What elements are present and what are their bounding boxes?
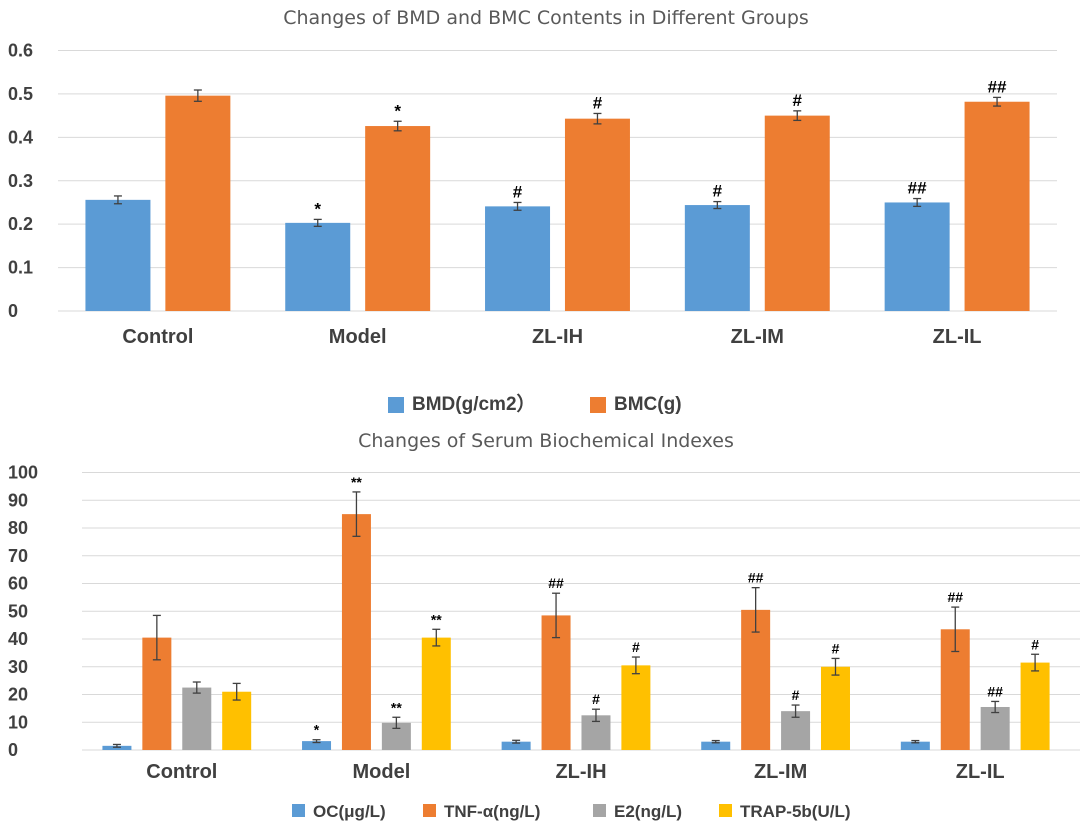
y-tick-label: 60	[8, 574, 28, 594]
x-tick-label: Model	[353, 761, 411, 783]
y-tick-label: 50	[8, 601, 28, 621]
chart-title: Changes of Serum Biochemical Indexes	[358, 430, 734, 452]
significance-label: **	[391, 699, 402, 715]
bar-bmc-g-zl-im	[764, 115, 830, 311]
bar-trap-5b-u-l-zl-il	[1020, 662, 1050, 750]
bar-bmc-g-model	[365, 126, 431, 311]
significance-label: #	[713, 182, 723, 201]
significance-label: ##	[548, 575, 564, 591]
significance-label: **	[431, 611, 442, 627]
bar-bmd-g-cm2-zl-il	[884, 202, 950, 311]
serum-biochemical-chart: Changes of Serum Biochemical Indexes 0 10 2…	[8, 430, 1080, 821]
bar-oc-g-l-zl-ih	[501, 741, 531, 750]
legend-label: E2(ng/L)	[614, 802, 682, 821]
significance-label: **	[351, 474, 362, 490]
legend-label: BMC(g)	[614, 394, 682, 415]
significance-label: ##	[908, 179, 927, 198]
y-tick-label: 80	[8, 518, 28, 538]
significance-label: #	[1031, 636, 1039, 652]
bar-oc-g-l-control	[102, 745, 132, 750]
bar-trap-5b-u-l-control	[222, 691, 252, 750]
bar-bmd-g-cm2-model	[285, 222, 351, 311]
significance-label: *	[314, 199, 321, 218]
significance-label: ##	[947, 589, 963, 605]
legend-swatch-oc-g-l	[292, 804, 305, 817]
bar-oc-g-l-model	[302, 741, 332, 750]
x-tick-label: Control	[122, 326, 193, 348]
x-tick-label: Control	[146, 761, 217, 783]
y-tick-label: 20	[8, 685, 28, 705]
x-tick-label: ZL-IM	[754, 761, 807, 783]
bar-bmc-g-zl-il	[964, 101, 1030, 312]
bar-bmc-g-zl-ih	[564, 118, 630, 311]
x-tick-label: ZL-IM	[731, 326, 784, 348]
significance-label: ##	[987, 683, 1003, 699]
bar-bmd-g-cm2-control	[85, 199, 151, 311]
legend-swatch-bmd-g-cm2	[388, 397, 404, 413]
x-tick-label: ZL-IL	[933, 326, 982, 348]
x-tick-label: ZL-IH	[555, 761, 606, 783]
y-tick-label: 0	[8, 301, 18, 321]
bmd-bmc-chart: Changes of BMD and BMC Contents in Diffe…	[8, 7, 1057, 415]
bar-trap-5b-u-l-zl-im	[820, 666, 850, 750]
y-tick-label: 0.4	[8, 127, 33, 147]
y-tick-label: 30	[8, 657, 28, 677]
chart-title: Changes of BMD and BMC Contents in Diffe…	[283, 7, 809, 29]
bar-e2-ng-l-zl-il	[980, 706, 1010, 750]
legend-label: OC(μg/L)	[313, 802, 386, 821]
y-tick-label: 0.6	[8, 41, 33, 61]
y-tick-label: 0.1	[8, 258, 33, 278]
significance-label: ##	[988, 77, 1007, 96]
bar-bmc-g-control	[165, 95, 231, 311]
x-tick-label: Model	[329, 326, 387, 348]
legend-label: TNF-α(ng/L)	[444, 802, 540, 821]
significance-label: *	[314, 722, 320, 738]
legend-swatch-bmc-g	[590, 397, 606, 413]
y-tick-label: 0	[8, 740, 18, 760]
bar-e2-ng-l-control	[182, 687, 212, 750]
significance-label: #	[592, 691, 600, 707]
y-tick-label: 90	[8, 490, 28, 510]
significance-label: *	[394, 101, 401, 120]
x-tick-label: ZL-IH	[532, 326, 583, 348]
legend-swatch-trap-5b-u-l	[719, 804, 732, 817]
significance-label: #	[513, 182, 523, 201]
y-tick-label: 0.2	[8, 214, 33, 234]
significance-label: #	[793, 91, 803, 110]
significance-label: #	[632, 639, 640, 655]
legend-swatch-tnf-ng-l	[423, 804, 436, 817]
legend-swatch-e2-ng-l	[593, 804, 606, 817]
bar-trap-5b-u-l-model	[421, 637, 451, 750]
significance-label: #	[832, 640, 840, 656]
legend-label: BMD(g/cm2）	[412, 392, 536, 415]
bar-tnf-ng-l-zl-im	[741, 609, 771, 750]
y-tick-label: 100	[8, 463, 38, 483]
significance-label: #	[593, 93, 603, 112]
bar-oc-g-l-zl-il	[900, 741, 930, 750]
bar-bmd-g-cm2-zl-im	[684, 205, 750, 311]
bar-trap-5b-u-l-zl-ih	[621, 665, 651, 750]
y-tick-label: 40	[8, 629, 28, 649]
y-tick-label: 0.3	[8, 171, 33, 191]
bar-bmd-g-cm2-zl-ih	[485, 206, 551, 311]
bar-oc-g-l-zl-im	[701, 741, 731, 750]
y-tick-label: 70	[8, 546, 28, 566]
legend-label: TRAP-5b(U/L)	[740, 802, 850, 821]
bar-tnf-ng-l-model	[341, 514, 371, 750]
y-tick-label: 10	[8, 712, 28, 732]
x-tick-label: ZL-IL	[956, 761, 1005, 783]
significance-label: #	[792, 687, 800, 703]
y-tick-label: 0.5	[8, 84, 33, 104]
significance-label: ##	[748, 570, 764, 586]
